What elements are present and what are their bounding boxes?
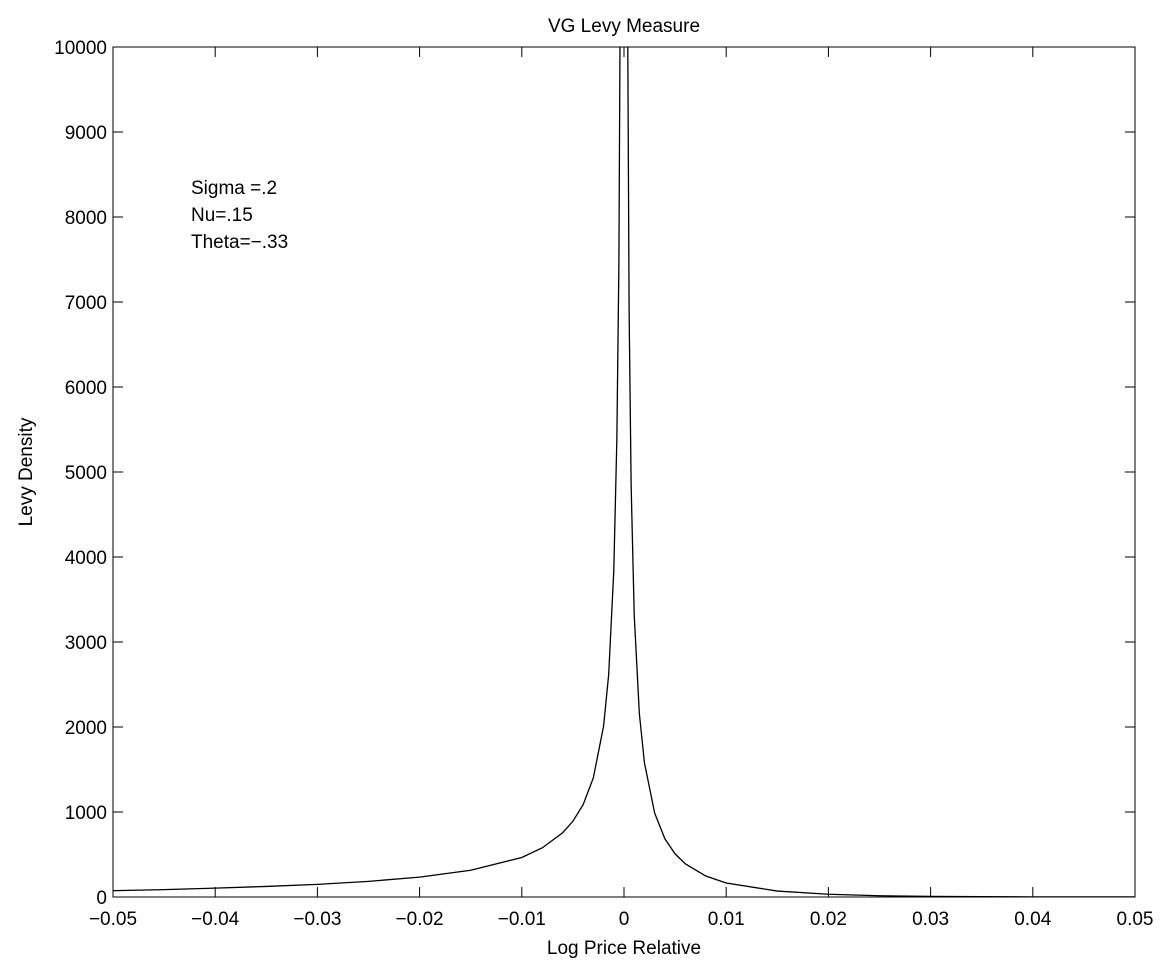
x-tick-label: 0.02 bbox=[810, 909, 847, 930]
y-tick-label: 5000 bbox=[65, 463, 107, 484]
y-tick-label: 1000 bbox=[65, 803, 107, 824]
x-tick-label: 0.01 bbox=[708, 909, 745, 930]
parameter-annotation: Sigma =.2 Nu=.15 Theta=−.33 bbox=[191, 178, 288, 253]
y-tick-label: 9000 bbox=[65, 123, 107, 144]
series-line-left-branch bbox=[113, 47, 621, 892]
y-tick-label: 6000 bbox=[65, 378, 107, 399]
x-tick-label: −0.01 bbox=[498, 909, 546, 930]
y-tick-label: 10000 bbox=[54, 38, 107, 59]
y-tick-label: 8000 bbox=[65, 208, 107, 229]
series-line-right-branch bbox=[627, 47, 1135, 897]
y-axis-ticks: 0 1000 2000 3000 4000 5000 6000 7000 8000 9000 100… bbox=[54, 38, 1135, 909]
annotation-line: Nu=.15 bbox=[191, 205, 253, 226]
x-tick-label: −0.04 bbox=[191, 909, 240, 930]
y-axis-title: Levy Density bbox=[16, 417, 37, 526]
x-tick-label: −0.05 bbox=[89, 909, 137, 930]
x-tick-label: −0.03 bbox=[293, 909, 341, 930]
x-tick-label: 0.03 bbox=[912, 909, 949, 930]
x-tick-label: 0.05 bbox=[1117, 909, 1154, 930]
x-tick-label: −0.02 bbox=[396, 909, 444, 930]
annotation-line: Theta=−.33 bbox=[191, 232, 288, 253]
x-tick-label: 0.04 bbox=[1014, 909, 1051, 930]
x-axis-title: Log Price Relative bbox=[547, 938, 701, 959]
chart-title: VG Levy Measure bbox=[548, 16, 700, 37]
y-tick-label: 3000 bbox=[65, 633, 107, 654]
plot-frame bbox=[112, 46, 1136, 898]
x-tick-label: 0 bbox=[619, 909, 630, 930]
annotation-line: Sigma =.2 bbox=[191, 178, 277, 199]
x-axis-ticks: −0.05 −0.04 −0.03 −0.02 −0.01 0 0.01 0.02 0.03 0.… bbox=[89, 47, 1154, 930]
y-tick-label: 0 bbox=[96, 888, 107, 909]
series-group bbox=[113, 47, 1135, 897]
y-tick-label: 2000 bbox=[65, 718, 107, 739]
y-tick-label: 7000 bbox=[65, 293, 107, 314]
y-tick-label: 4000 bbox=[65, 548, 107, 569]
